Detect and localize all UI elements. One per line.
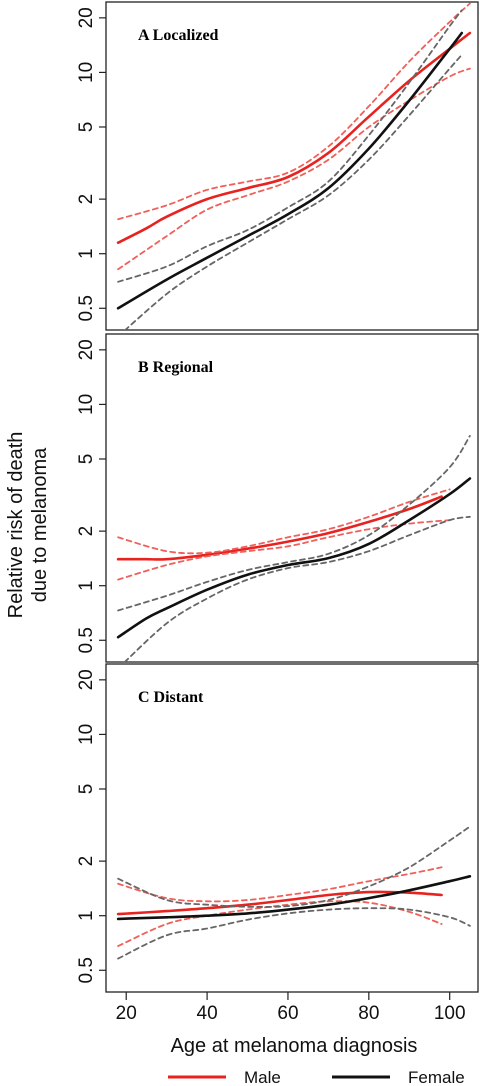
series-line-female (116, 477, 472, 639)
series-line-female-upper (117, 825, 471, 908)
x-tick-label: 100 (434, 1003, 466, 1024)
y-tick-label: 20 (76, 339, 97, 360)
x-axis-title: Age at melanoma diagnosis (171, 1035, 418, 1057)
panel-b: 0.5 1 2 5 10 20 B Regional (76, 333, 479, 663)
series-group (116, 825, 472, 960)
panel-frame (105, 333, 479, 663)
series-group (116, 2, 472, 330)
panel-a: 0.5 1 2 5 10 20 A Localized (76, 1, 479, 331)
y-tick-label: 20 (76, 669, 97, 690)
chart-panels: 0.5 1 2 5 10 20 A Localized 0.5 1 2 5 10 20 B Regiona… (76, 1, 479, 993)
series-line-female (116, 31, 464, 310)
legend-label-male: Male (244, 1068, 281, 1086)
y-tick-label: 10 (76, 724, 97, 745)
y-tick-label: 1 (76, 248, 97, 259)
panel-label-a: A Localized (138, 27, 219, 44)
y-tick-label: 10 (76, 394, 97, 415)
x-tick-label: 40 (197, 1003, 218, 1024)
series-group (116, 435, 472, 662)
panel-frame (105, 663, 479, 993)
y-tick-label: 2 (76, 526, 97, 537)
y-tick-label: 10 (76, 62, 97, 83)
legend: Male Female (168, 1068, 465, 1086)
series-line-male-lower (117, 67, 471, 271)
x-axis: 20 40 60 80 100 (116, 992, 466, 1024)
y-tick-label: 5 (76, 122, 97, 133)
y-tick-label: 0.5 (76, 627, 97, 653)
y-tick-label: 1 (76, 910, 97, 921)
y-tick-label: 2 (76, 194, 97, 205)
series-line-male-lower (117, 519, 451, 581)
x-tick-label: 80 (358, 1003, 379, 1024)
series-line-female-lower (123, 53, 463, 330)
y-tick-label: 0.5 (76, 957, 97, 983)
panel-c: 0.5 1 2 5 10 20 C Distant (76, 663, 479, 993)
series-line-female-upper (117, 435, 471, 612)
panel-frame (105, 1, 479, 331)
panel-label-b: B Regional (138, 359, 214, 376)
y-tick-label: 0.5 (76, 295, 97, 321)
series-line-female-upper (117, 9, 463, 283)
series-line-female-lower (123, 515, 471, 662)
y-tick-label: 5 (76, 784, 97, 795)
series-line-male-upper (117, 2, 471, 221)
y-tick-label: 2 (76, 856, 97, 867)
series-line-male (116, 495, 443, 561)
y-tick-label: 20 (76, 7, 97, 28)
series-line-male-upper (117, 866, 443, 903)
x-tick-label: 20 (116, 1003, 137, 1024)
series-line-male-upper (117, 488, 451, 555)
y-tick-label: 1 (76, 580, 97, 591)
x-tick-label: 60 (277, 1003, 298, 1024)
legend-label-female: Female (408, 1068, 465, 1086)
series-line-male (116, 31, 472, 244)
panel-label-c: C Distant (138, 689, 204, 706)
y-axis-title-line1: Relative risk of death (5, 432, 27, 619)
series-line-female-lower (117, 907, 471, 960)
series-line-male-lower (117, 900, 443, 947)
y-axis-title-line2: due to melanoma (29, 447, 51, 602)
series-line-female (116, 875, 472, 921)
y-tick-label: 5 (76, 454, 97, 465)
